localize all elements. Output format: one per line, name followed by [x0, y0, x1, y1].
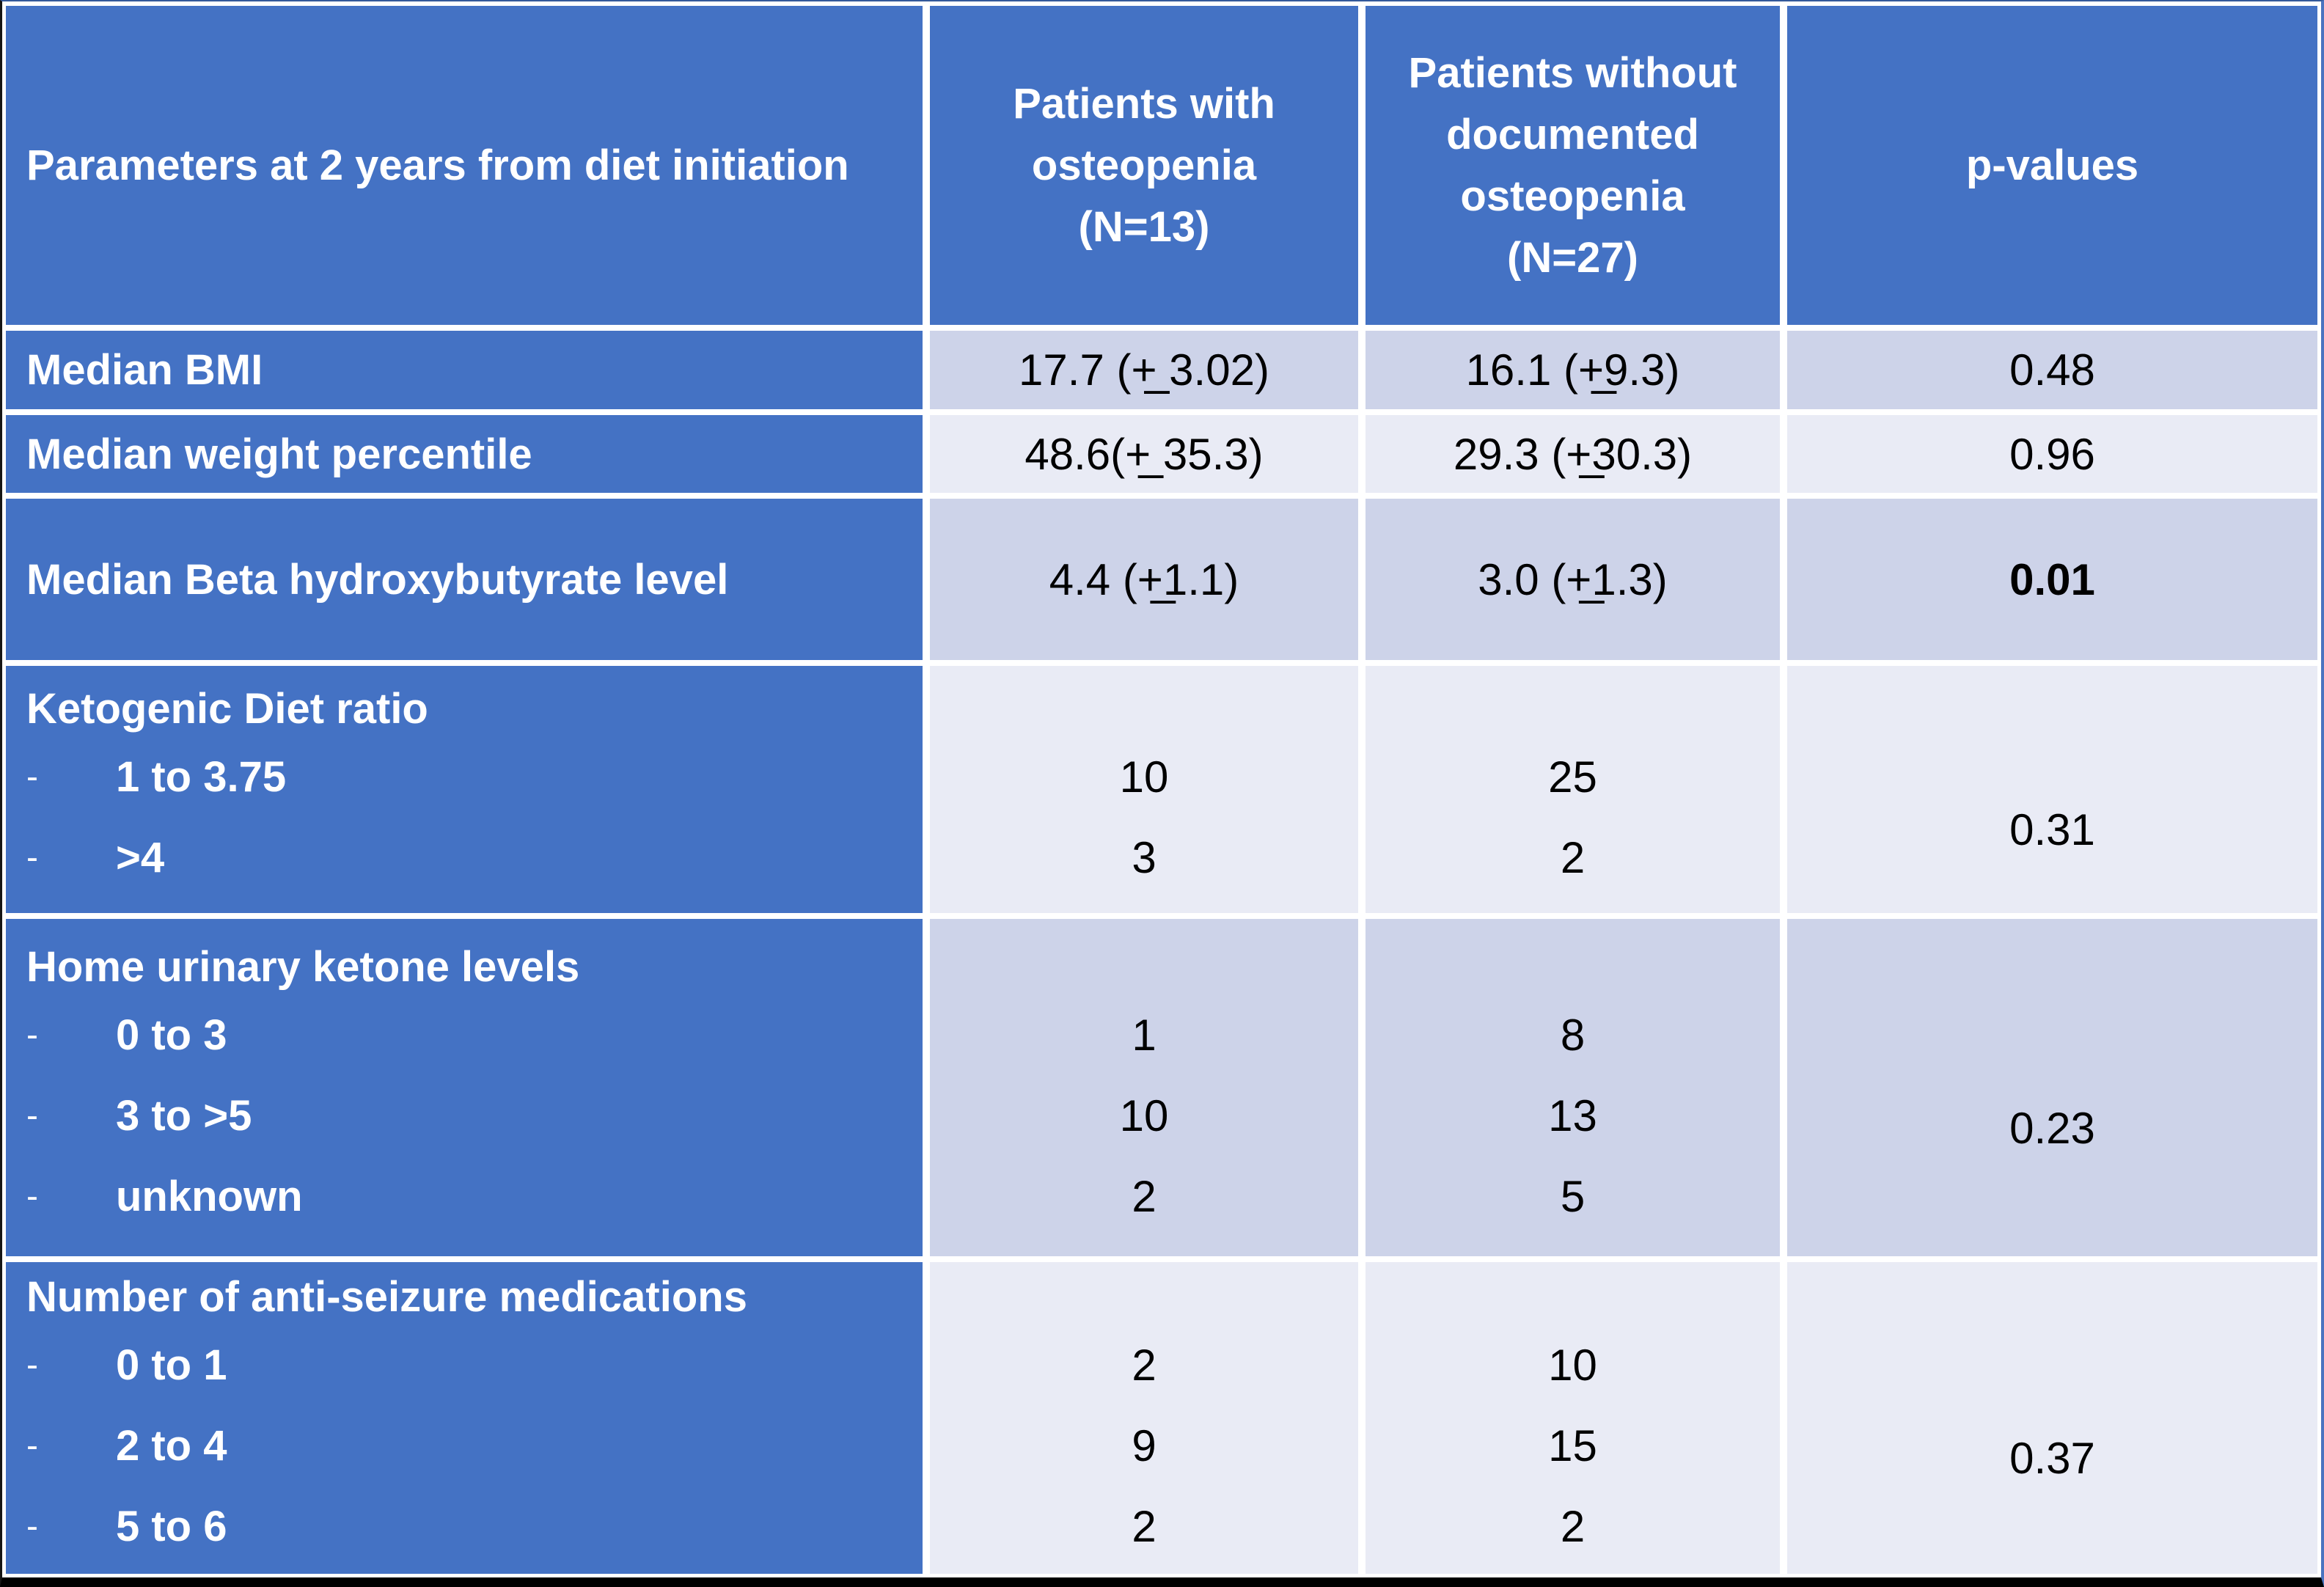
group-item-label: 3 to >5 [116, 1091, 252, 1140]
row-label-home-urinary-ketone: Home urinary ketone levels - 0 to 3 - 3 … [6, 919, 923, 1256]
value-with-osteopenia: 17.7 (+̲ 3.02) [930, 331, 1358, 409]
value-line: 10 [1548, 1341, 1597, 1390]
row-label-median-bmi: Median BMI [6, 331, 923, 409]
list-dash: - [26, 1176, 38, 1216]
header-parameters: Parameters at 2 years from diet initiati… [6, 6, 923, 325]
group-item-label: unknown [116, 1172, 303, 1220]
group-item: - unknown [26, 1156, 908, 1236]
p-value-text: 0.23 [2009, 1103, 2095, 1153]
list-dash: - [26, 758, 38, 796]
header-patients-with-osteopenia: Patients with osteopenia (N=13) [930, 6, 1358, 325]
value-line: 2 [1132, 1502, 1156, 1551]
header-patients-without-osteopenia: Patients without documented osteopenia (… [1366, 6, 1780, 325]
value-line: 2 [1132, 1171, 1156, 1221]
p-value: 0.96 [1787, 415, 2317, 493]
value-line: 15 [1548, 1421, 1597, 1470]
group-item-label: 0 to 1 [116, 1341, 227, 1389]
group-item-label: 2 to 4 [116, 1422, 227, 1470]
spacer-line [1366, 1269, 1780, 1325]
value-with-osteopenia: 48.6(+̲ 35.3) [930, 415, 1358, 493]
group-item-label: >4 [116, 834, 165, 882]
list-dash: - [26, 1015, 38, 1055]
group-item: - 1 to 3.75 [26, 737, 908, 818]
parameters-table: Parameters at 2 years from diet initiati… [6, 6, 2317, 1575]
p-value-text: 0.31 [2009, 805, 2095, 854]
value-with-osteopenia: 1 10 2 [930, 919, 1358, 1256]
spacer-line [930, 681, 1358, 737]
value-line: 9 [1132, 1421, 1156, 1470]
spacer-line [1366, 939, 1780, 994]
row-label-beta-hydroxybutyrate: Median Beta hydroxybutyrate level [6, 499, 923, 660]
group-heading: Ketogenic Diet ratio [26, 685, 428, 733]
row-label-ketogenic-diet-ratio: Ketogenic Diet ratio - 1 to 3.75 - >4 [6, 666, 923, 913]
spacer-line [930, 939, 1358, 994]
value-line: 10 [1119, 1091, 1169, 1140]
group-item-label: 1 to 3.75 [116, 753, 287, 801]
group-heading: Home urinary ketone levels [26, 942, 580, 991]
value-line: 2 [1560, 1502, 1586, 1551]
row-label-anti-seizure-medications: Number of anti-seizure medications - 0 t… [6, 1262, 923, 1574]
p-value: 0.37 [1787, 1262, 2317, 1574]
list-dash: - [26, 1346, 38, 1385]
group-item: - 2 to 4 [26, 1406, 908, 1487]
group-heading: Number of anti-seizure medications [26, 1273, 747, 1321]
value-without-osteopenia: 3.0 (+̲1.3) [1366, 499, 1780, 660]
p-value-text: 0.37 [2009, 1434, 2095, 1483]
group-item: - 0 to 3 [26, 994, 908, 1075]
value-line: 1 [1132, 1010, 1156, 1060]
list-dash: - [26, 838, 38, 877]
spacer-line [1366, 681, 1780, 737]
value-without-osteopenia: 10 15 2 [1366, 1262, 1780, 1574]
value-line: 10 [1119, 752, 1169, 802]
list-dash: - [26, 1096, 38, 1135]
value-with-osteopenia: 4.4 (+̲1.1) [930, 499, 1358, 660]
value-line: 13 [1548, 1091, 1597, 1140]
group-item: - 5 to 6 [26, 1487, 908, 1567]
p-value-significant: 0.01 [1787, 499, 2317, 660]
p-value: 0.31 [1787, 666, 2317, 913]
list-dash: - [26, 1426, 38, 1465]
value-line: 5 [1560, 1171, 1586, 1221]
group-item: - >4 [26, 818, 908, 898]
value-line: 25 [1548, 752, 1597, 802]
row-label-median-weight-percentile: Median weight percentile [6, 415, 923, 493]
p-value: 0.23 [1787, 919, 2317, 1256]
group-item: - 0 to 1 [26, 1325, 908, 1406]
group-item-label: 0 to 3 [116, 1011, 227, 1059]
value-without-osteopenia: 25 2 [1366, 666, 1780, 913]
value-line: 8 [1560, 1010, 1586, 1060]
value-line: 2 [1560, 833, 1586, 882]
value-with-osteopenia: 10 3 [930, 666, 1358, 913]
value-line: 3 [1132, 833, 1156, 882]
group-item: - 3 to >5 [26, 1075, 908, 1156]
list-dash: - [26, 1507, 38, 1546]
spacer-line [930, 1269, 1358, 1325]
p-value: 0.48 [1787, 331, 2317, 409]
value-without-osteopenia: 29.3 (+̲30.3) [1366, 415, 1780, 493]
group-item-label: 5 to 6 [116, 1503, 227, 1550]
value-line: 2 [1132, 1341, 1156, 1390]
header-p-values: p-values [1787, 6, 2317, 325]
value-without-osteopenia: 16.1 (+̲9.3) [1366, 331, 1780, 409]
value-without-osteopenia: 8 13 5 [1366, 919, 1780, 1256]
value-with-osteopenia: 2 9 2 [930, 1262, 1358, 1574]
